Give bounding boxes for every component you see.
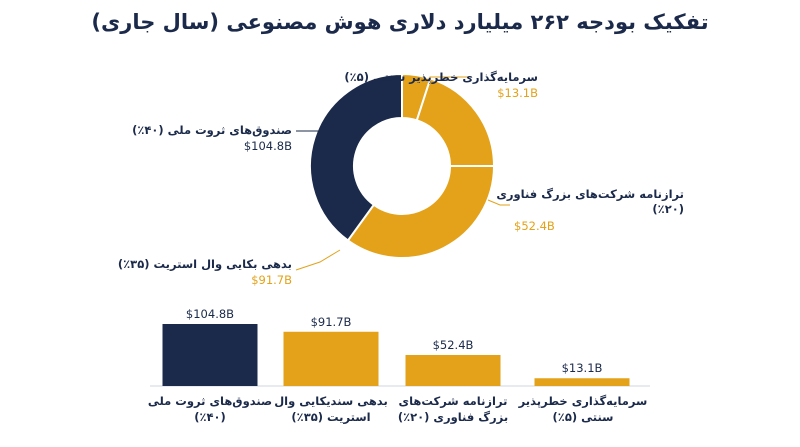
bar-value-bigtech: $52.4B: [432, 338, 474, 352]
bar-wallstreet: [283, 331, 379, 386]
donut-label-venture: سرمایه‌گذاری خطرپذیر سنتی (۵٪): [344, 70, 538, 84]
bar-value-venture: $13.1B: [561, 361, 603, 376]
bar-bigtech: [405, 355, 501, 386]
leader-line-sovereign: [296, 130, 331, 137]
donut-slice-sovereign: [309, 72, 403, 242]
donut-label-bigtech: ترازنامه شرکت‌های بزرگ فناوری (۲۰٪): [496, 187, 684, 216]
leader-line-wallstreet: [295, 249, 341, 271]
bar-category-bigtech: ترازنامه شرکت‌های بزرگ فناوری (۲۰٪): [397, 394, 509, 424]
donut-value-sovereign: $104.8B: [243, 139, 292, 153]
donut-value-wallstreet: $91.7B: [251, 273, 292, 287]
bar-value-sovereign: $104.8B: [185, 307, 235, 321]
bar-sovereign: [162, 324, 258, 386]
donut-value-venture: $13.1B: [497, 86, 538, 100]
bar-category-wallstreet: بدهی سندیکایی وال استریت (۳۵٪): [274, 394, 388, 424]
bar-value-wallstreet: $91.7B: [310, 314, 352, 329]
donut-slice-wallstreet: [346, 165, 496, 259]
donut-value-bigtech: $52.4B: [514, 219, 555, 233]
chart-title: تفکیک بودجه ۲۶۲ میلیارد دلاری هوش مصنوعی…: [91, 10, 709, 34]
leader-line-venture: [406, 76, 470, 81]
bar-venture: [534, 378, 630, 386]
bar-category-venture: سرمایه‌گذاری خطرپذیر سنتی (۵٪): [518, 394, 648, 424]
donut-label-wallstreet: بدهی بکایی وال استریت (۳۵٪): [117, 257, 292, 271]
bar-category-sovereign: صندوق‌های ثروت ملی (۴۰٪): [147, 394, 273, 424]
leader-line-bigtech: [487, 199, 510, 206]
donut-label-sovereign: صندوق‌های ثروت ملی (۴۰٪): [132, 123, 292, 137]
donut-slice-bigtech: [415, 77, 496, 167]
